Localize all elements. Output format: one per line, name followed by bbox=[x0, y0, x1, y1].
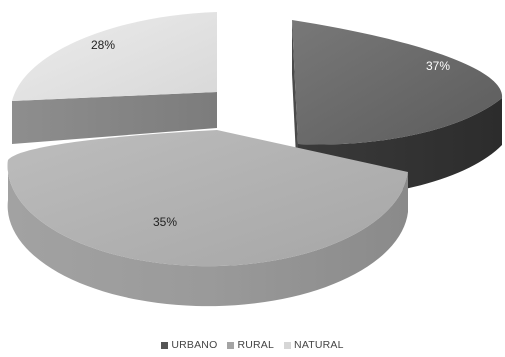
slice-urbano-top bbox=[292, 20, 503, 145]
slice-natural bbox=[12, 12, 217, 144]
slice-rural bbox=[7, 130, 408, 307]
data-label-rural: 35% bbox=[153, 215, 177, 229]
slice-rural-top bbox=[7, 130, 408, 267]
data-label-urbano: 37% bbox=[426, 59, 450, 73]
data-label-natural: 28% bbox=[91, 38, 115, 52]
legend-item-natural: NATURAL bbox=[284, 339, 344, 351]
legend-swatch-rural bbox=[227, 341, 235, 349]
slice-natural-side-front bbox=[12, 92, 217, 144]
legend-swatch-urbano bbox=[161, 341, 169, 349]
slice-rural-side bbox=[7, 160, 408, 307]
legend-item-urbano: URBANO bbox=[161, 339, 217, 351]
legend-label-natural: NATURAL bbox=[294, 339, 344, 351]
legend-swatch-natural bbox=[284, 341, 292, 349]
chart-legend: URBANO RURAL NATURAL bbox=[0, 336, 505, 354]
legend-item-rural: RURAL bbox=[227, 339, 274, 351]
legend-label-rural: RURAL bbox=[237, 339, 275, 351]
slice-natural-top bbox=[12, 12, 217, 101]
legend-label-urbano: URBANO bbox=[171, 339, 218, 351]
